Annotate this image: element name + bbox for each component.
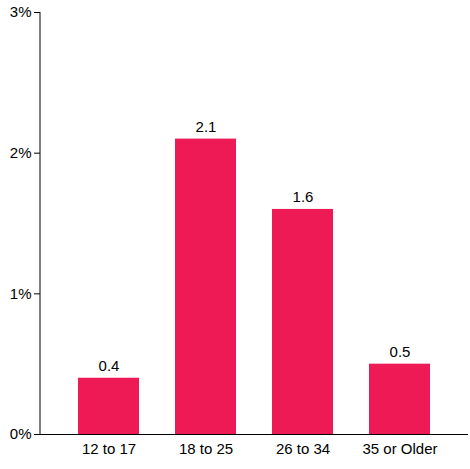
svg-text:1%: 1% (10, 285, 32, 302)
svg-text:2.1: 2.1 (196, 118, 217, 135)
svg-text:0.4: 0.4 (99, 357, 120, 374)
svg-text:0.5: 0.5 (390, 343, 411, 360)
svg-text:35 or Older: 35 or Older (362, 440, 437, 457)
svg-text:12 to 17: 12 to 17 (82, 440, 136, 457)
svg-text:3%: 3% (10, 3, 32, 20)
svg-text:0%: 0% (10, 425, 32, 442)
svg-text:2%: 2% (10, 144, 32, 161)
svg-text:18 to 25: 18 to 25 (179, 440, 233, 457)
svg-text:1.6: 1.6 (293, 188, 314, 205)
svg-text:26 to 34: 26 to 34 (276, 440, 330, 457)
